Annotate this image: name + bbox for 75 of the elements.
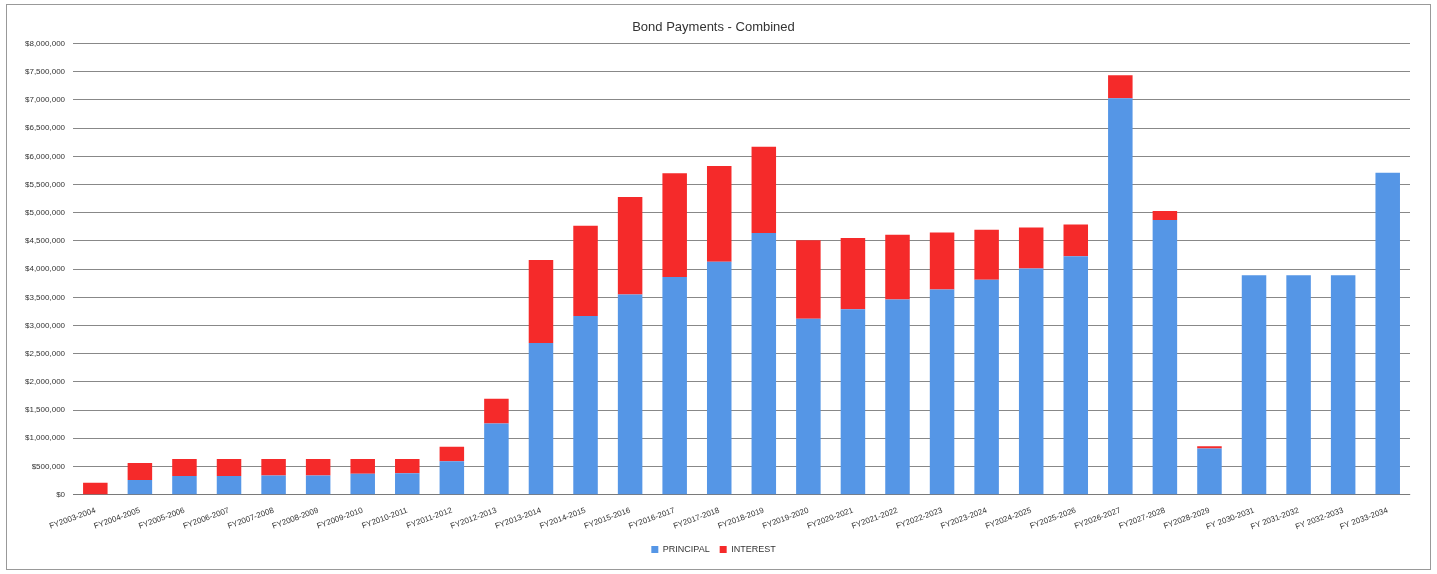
bar: [929, 232, 955, 290]
bar: [751, 146, 777, 234]
bar: [172, 459, 197, 477]
bar: [1063, 224, 1089, 257]
y-tick-label: $6,000,000: [24, 151, 66, 161]
y-tick-label: $5,500,000: [24, 179, 66, 189]
bar: [1152, 220, 1178, 495]
bar: [350, 459, 375, 474]
bar: [216, 476, 242, 495]
legend-label: PRINCIPAL: [662, 543, 710, 554]
bar: [261, 475, 286, 495]
bar: [261, 459, 286, 476]
bar: [1018, 227, 1044, 269]
y-tick-label: $2,000,000: [24, 377, 66, 387]
y-tick-label: $3,000,000: [24, 320, 66, 330]
bar: [127, 463, 153, 480]
y-tick-label: $8,000,000: [24, 38, 66, 48]
bar: [929, 289, 955, 495]
bar: [528, 260, 554, 343]
y-tick-label: $6,500,000: [24, 123, 66, 133]
bar: [1197, 446, 1222, 449]
y-tick-label: $7,500,000: [24, 66, 66, 76]
bar: [83, 482, 108, 495]
bar: [305, 459, 331, 476]
bar: [662, 173, 687, 278]
y-tick-label: $7,000,000: [24, 95, 66, 105]
bar: [172, 476, 197, 495]
bar: [796, 240, 821, 319]
bar: [573, 315, 598, 495]
bar: [1018, 268, 1044, 495]
chart-title: Bond Payments - Combined: [632, 19, 795, 35]
bar: [974, 279, 999, 495]
y-tick-label: $0: [56, 489, 66, 499]
bar: [617, 196, 643, 295]
bar: [840, 238, 866, 310]
bar: [484, 398, 509, 424]
bar: [1108, 98, 1133, 495]
bar: [528, 342, 554, 495]
bar: [840, 309, 866, 495]
bar: [395, 459, 420, 474]
bar: [662, 277, 687, 495]
bar: [1108, 75, 1133, 99]
bar: [1375, 172, 1400, 495]
bar: [617, 294, 643, 495]
bar: [706, 261, 732, 495]
bar: [305, 475, 331, 495]
y-tick-label: $1,500,000: [24, 405, 66, 415]
bar: [1152, 211, 1178, 221]
y-tick-label: $5,000,000: [24, 207, 66, 217]
bar: [706, 165, 732, 262]
bar: [1330, 275, 1356, 495]
bar: [1286, 275, 1311, 495]
bar: [1241, 275, 1267, 495]
y-tick-label: $500,000: [31, 461, 66, 471]
bar: [751, 233, 777, 495]
y-tick-label: $4,000,000: [24, 264, 66, 274]
bar: [350, 473, 375, 495]
bar: [573, 225, 598, 316]
bar: [127, 479, 153, 495]
legend-label: INTEREST: [731, 543, 777, 554]
bar: [1197, 448, 1222, 495]
y-tick-label: $3,500,000: [24, 292, 66, 302]
bar: [395, 473, 420, 495]
y-tick-label: $4,500,000: [24, 236, 66, 246]
y-tick-label: $2,500,000: [24, 348, 66, 358]
bar: [484, 423, 509, 495]
bar: [439, 461, 465, 495]
y-tick-label: $1,000,000: [24, 433, 66, 443]
bar: [885, 234, 910, 300]
bar: [439, 446, 465, 462]
bar: [885, 299, 910, 495]
bar: [216, 459, 242, 477]
bar: [1063, 256, 1089, 495]
bar: [796, 318, 821, 495]
bar: [974, 229, 999, 280]
